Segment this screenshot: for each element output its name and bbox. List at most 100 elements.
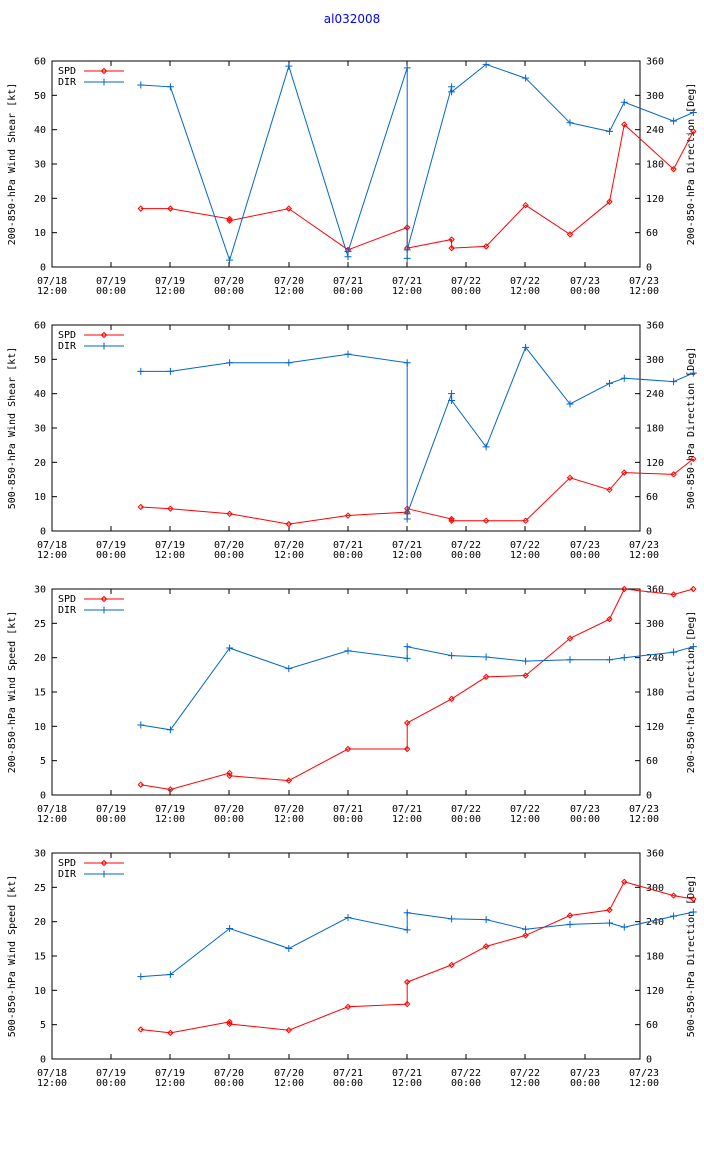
x-tick-label-time: 00:00 xyxy=(214,1078,244,1089)
x-tick-label-time: 12:00 xyxy=(392,814,422,825)
x-tick-label-time: 00:00 xyxy=(333,1078,363,1089)
chart-panel-4: 05101520253006012018024030036007/1812:00… xyxy=(7,849,697,1090)
legend-marker-dir xyxy=(100,870,108,878)
y-left-tick-label: 20 xyxy=(34,458,46,469)
x-tick-label-date: 07/18 xyxy=(37,276,67,287)
dir-point xyxy=(403,254,411,262)
y-left-tick-label: 20 xyxy=(34,653,46,664)
dir-point xyxy=(226,644,234,652)
x-tick-label-time: 00:00 xyxy=(333,550,363,561)
legend-label-spd: SPD xyxy=(58,66,76,77)
x-tick-label-date: 07/18 xyxy=(37,1068,67,1079)
spd-point xyxy=(482,943,490,950)
spd-point xyxy=(137,503,145,511)
spd-point xyxy=(606,486,613,494)
spd-point xyxy=(137,781,145,788)
spd-point xyxy=(448,236,455,243)
x-tick-label-date: 07/21 xyxy=(333,540,363,551)
x-tick-label-date: 07/21 xyxy=(392,540,422,551)
y-right-tick-label: 300 xyxy=(646,619,664,630)
dir-point xyxy=(482,916,490,924)
legend-label-dir: DIR xyxy=(58,605,77,616)
y-left-tick-label: 0 xyxy=(40,527,46,538)
y-left-tick-label: 20 xyxy=(34,917,46,928)
legend-label-spd: SPD xyxy=(58,858,76,869)
y-left-tick-label: 30 xyxy=(34,424,46,435)
x-tick-label-date: 07/18 xyxy=(37,804,67,815)
spd-point xyxy=(690,585,697,593)
x-tick-label-time: 00:00 xyxy=(451,550,481,561)
dir-point xyxy=(566,656,574,664)
y-left-axis-label: 200-850-hPa Wind Shear [kt] xyxy=(7,83,18,246)
spd-point xyxy=(226,1018,233,1026)
x-tick-label-date: 07/21 xyxy=(392,1068,422,1079)
y-right-tick-label: 120 xyxy=(646,986,664,997)
dir-point xyxy=(689,369,697,377)
x-tick-label-time: 00:00 xyxy=(96,814,126,825)
dir-point xyxy=(226,256,234,264)
y-right-tick-label: 60 xyxy=(646,228,658,239)
dir-point xyxy=(344,647,352,655)
spd-point xyxy=(690,128,697,135)
x-tick-label-date: 07/19 xyxy=(155,804,185,815)
y-left-tick-label: 0 xyxy=(40,1055,46,1066)
spd-point xyxy=(690,455,697,463)
x-tick-label-date: 07/22 xyxy=(451,1068,481,1079)
spd-point xyxy=(403,505,411,512)
x-tick-label-date: 07/23 xyxy=(570,1068,600,1079)
x-tick-label-time: 12:00 xyxy=(392,1078,422,1089)
dir-point xyxy=(620,374,628,382)
x-tick-label-date: 07/22 xyxy=(510,540,540,551)
x-tick-label-date: 07/22 xyxy=(510,276,540,287)
x-tick-label-date: 07/20 xyxy=(274,276,304,287)
dir-point xyxy=(403,643,411,651)
y-left-axis-label: 500-850-hPa Wind Shear [kt] xyxy=(7,347,18,510)
legend-marker-spd xyxy=(100,67,108,75)
y-left-axis-label: 500-850-hPa Wind Speed [kt] xyxy=(7,875,18,1038)
dir-point xyxy=(670,378,678,386)
x-tick-label-time: 12:00 xyxy=(37,814,67,825)
x-tick-label-date: 07/18 xyxy=(37,540,67,551)
dir-point xyxy=(403,359,411,367)
series-line-dir xyxy=(140,911,694,978)
x-tick-label-time: 00:00 xyxy=(570,814,600,825)
dir-point xyxy=(670,912,678,920)
dir-point xyxy=(522,343,530,351)
spd-point xyxy=(690,895,697,903)
dir-point xyxy=(403,909,411,917)
legend-label-dir: DIR xyxy=(58,869,77,880)
x-tick-label-date: 07/21 xyxy=(333,1068,363,1079)
dir-point xyxy=(285,359,293,367)
x-tick-label-time: 12:00 xyxy=(155,286,185,297)
dir-point xyxy=(605,379,613,387)
dir-point xyxy=(448,652,456,660)
spd-point xyxy=(403,719,411,727)
x-tick-label-date: 07/19 xyxy=(96,804,126,815)
dir-point xyxy=(670,648,678,656)
y-right-tick-label: 360 xyxy=(646,849,664,860)
x-tick-label-date: 07/19 xyxy=(155,276,185,287)
dir-point xyxy=(403,654,411,662)
y-right-tick-label: 0 xyxy=(646,527,652,538)
x-tick-label-date: 07/20 xyxy=(214,804,244,815)
x-tick-label-date: 07/23 xyxy=(629,540,659,551)
x-tick-label-date: 07/19 xyxy=(155,1068,185,1079)
y-right-tick-label: 120 xyxy=(646,458,664,469)
x-tick-label-time: 12:00 xyxy=(392,286,422,297)
spd-point xyxy=(403,224,411,231)
y-left-tick-label: 0 xyxy=(40,791,46,802)
dir-point xyxy=(285,665,293,673)
dir-point xyxy=(285,62,293,70)
spd-point xyxy=(621,585,628,593)
x-tick-label-time: 12:00 xyxy=(274,550,304,561)
x-tick-label-time: 12:00 xyxy=(155,1078,185,1089)
y-right-tick-label: 0 xyxy=(646,263,652,274)
spd-point xyxy=(522,672,529,679)
y-left-tick-label: 30 xyxy=(34,849,46,860)
x-tick-label-date: 07/22 xyxy=(451,276,481,287)
x-tick-label-time: 00:00 xyxy=(96,1078,126,1089)
y-right-tick-label: 240 xyxy=(646,653,664,664)
x-tick-label-date: 07/19 xyxy=(155,540,185,551)
x-tick-label-date: 07/20 xyxy=(214,276,244,287)
x-tick-label-time: 12:00 xyxy=(274,814,304,825)
